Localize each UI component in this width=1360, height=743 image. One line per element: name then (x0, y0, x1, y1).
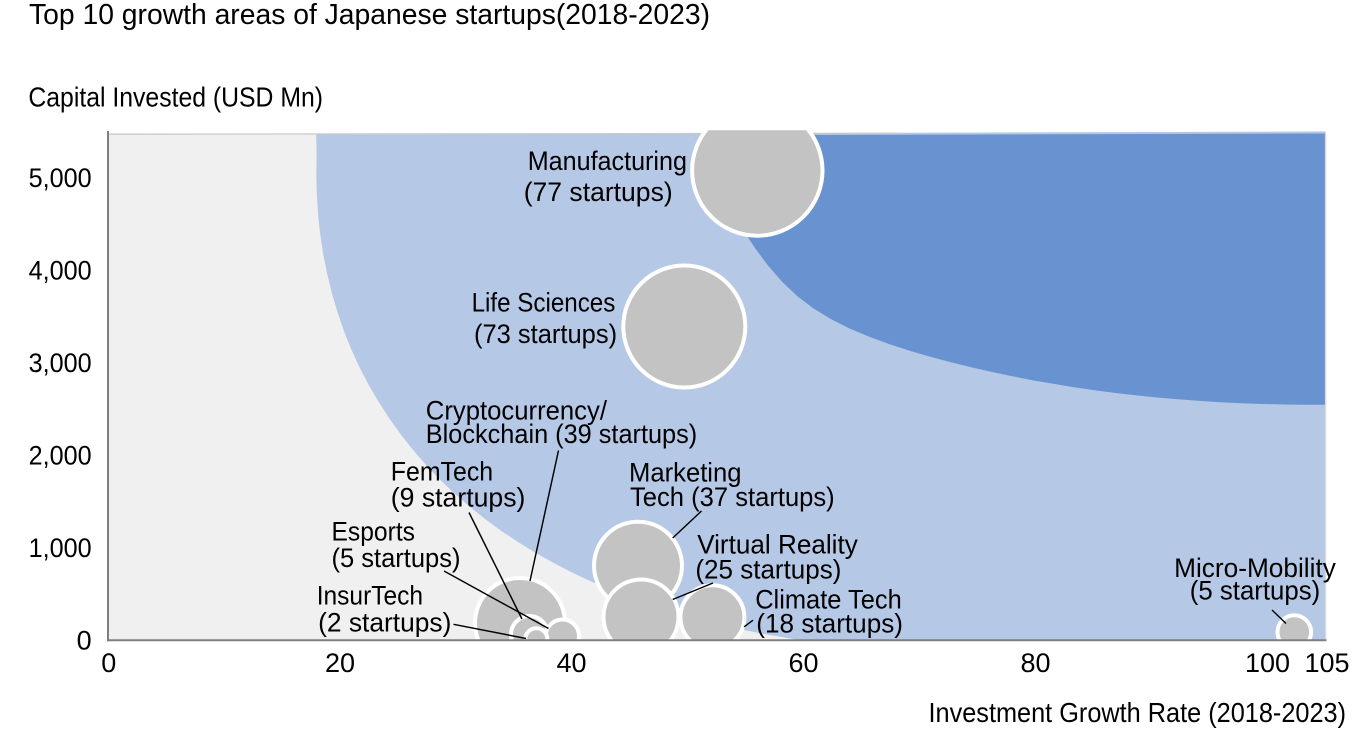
svg-text:(5 startups): (5 startups) (1190, 576, 1320, 606)
svg-text:(77 startups): (77 startups) (524, 177, 673, 207)
svg-text:80: 80 (1020, 648, 1050, 678)
svg-text:Manufacturing: Manufacturing (528, 146, 687, 176)
svg-text:105: 105 (1304, 648, 1349, 678)
svg-text:40: 40 (556, 648, 586, 678)
svg-text:100: 100 (1245, 648, 1290, 678)
svg-text:Virtual Reality: Virtual Reality (697, 530, 858, 560)
svg-text:InsurTech: InsurTech (317, 580, 423, 610)
svg-text:Marketing: Marketing (629, 457, 742, 487)
svg-text:Capital Invested (USD Mn): Capital Invested (USD Mn) (28, 82, 323, 113)
svg-text:3,000: 3,000 (29, 348, 92, 378)
svg-text:(9 startups): (9 startups) (391, 482, 526, 512)
svg-text:Micro-Mobility: Micro-Mobility (1174, 553, 1336, 583)
svg-text:(2 startups): (2 startups) (318, 608, 451, 638)
svg-text:0: 0 (77, 625, 92, 655)
svg-text:(5 startups): (5 startups) (332, 543, 461, 573)
svg-text:Tech (37 startups): Tech (37 startups) (630, 482, 835, 512)
svg-text:5,000: 5,000 (29, 163, 92, 193)
svg-text:(73 startups): (73 startups) (474, 319, 617, 349)
svg-text:FemTech: FemTech (391, 456, 493, 486)
svg-text:Investment Growth Rate (2018-2: Investment Growth Rate (2018-2023) (929, 697, 1347, 728)
svg-text:4,000: 4,000 (29, 256, 92, 286)
svg-text:Blockchain (39 startups): Blockchain (39 startups) (426, 419, 697, 449)
svg-text:(18 startups): (18 startups) (756, 608, 903, 638)
svg-text:2,000: 2,000 (29, 441, 92, 471)
svg-text:Life Sciences: Life Sciences (472, 288, 616, 318)
svg-text:20: 20 (325, 648, 355, 678)
svg-text:(25 startups): (25 startups) (695, 555, 841, 585)
svg-text:Top 10 growth areas of Japanes: Top 10 growth areas of Japanese startups… (29, 0, 710, 31)
svg-text:60: 60 (788, 648, 818, 678)
svg-text:Climate Tech: Climate Tech (755, 585, 902, 615)
svg-text:0: 0 (101, 648, 116, 678)
svg-text:Esports: Esports (332, 516, 416, 546)
svg-text:Cryptocurrency/: Cryptocurrency/ (426, 396, 608, 426)
svg-text:1,000: 1,000 (29, 533, 92, 563)
